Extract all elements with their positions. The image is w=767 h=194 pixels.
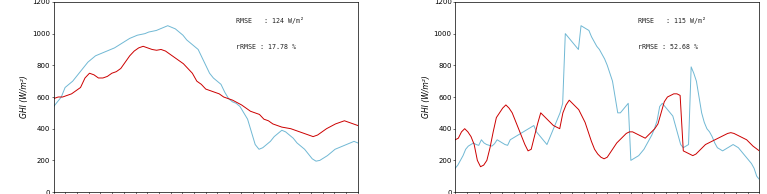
GHI calc — [628, 131, 637, 133]
GHI meas — [220, 91, 229, 94]
GHI meas — [513, 134, 522, 136]
GHI meas — [163, 24, 173, 27]
GHI calc — [349, 123, 358, 125]
GHI calc — [460, 127, 469, 130]
GHI calc — [691, 153, 700, 155]
GHI calc — [49, 97, 58, 100]
GHI calc — [107, 72, 117, 74]
GHI meas — [509, 137, 518, 139]
GHI calc — [450, 139, 459, 141]
Line: GHI calc: GHI calc — [54, 46, 358, 137]
GHI meas — [277, 129, 286, 132]
GHI meas — [243, 118, 252, 120]
GHI calc — [755, 150, 764, 152]
GHI calc — [98, 77, 107, 79]
Y-axis label: GHI (W/m²): GHI (W/m²) — [422, 76, 431, 118]
Text: rRMSE : 17.78 %: rRMSE : 17.78 % — [236, 44, 296, 50]
GHI meas — [755, 178, 764, 181]
GHI meas — [354, 142, 363, 144]
GHI calc — [71, 89, 81, 92]
Text: RMSE   : 124 W/m²: RMSE : 124 W/m² — [236, 17, 304, 24]
GHI calc — [669, 93, 678, 95]
GHI calc — [606, 151, 615, 154]
Y-axis label: GHI (W/m²): GHI (W/m²) — [21, 76, 29, 118]
GHI meas — [736, 150, 746, 152]
GHI calc — [354, 124, 363, 127]
GHI calc — [476, 165, 485, 168]
GHI meas — [319, 157, 328, 159]
Text: rRMSE : 52.68 %: rRMSE : 52.68 % — [637, 44, 698, 50]
GHI meas — [450, 167, 459, 170]
Text: RMSE   : 115 W/m²: RMSE : 115 W/m² — [637, 17, 706, 24]
GHI meas — [331, 148, 340, 151]
GHI meas — [311, 160, 321, 162]
GHI meas — [522, 129, 531, 132]
Line: GHI meas: GHI meas — [455, 26, 759, 179]
GHI meas — [49, 105, 58, 108]
GHI meas — [300, 148, 309, 151]
GHI calc — [533, 123, 542, 125]
Line: GHI calc: GHI calc — [455, 94, 759, 167]
GHI calc — [286, 127, 295, 130]
GHI calc — [228, 99, 237, 101]
GHI calc — [139, 45, 148, 48]
GHI calc — [472, 159, 482, 162]
GHI meas — [577, 24, 586, 27]
GHI calc — [308, 135, 318, 138]
GHI meas — [532, 131, 541, 133]
Line: GHI meas: GHI meas — [54, 26, 358, 161]
GHI meas — [590, 40, 599, 43]
